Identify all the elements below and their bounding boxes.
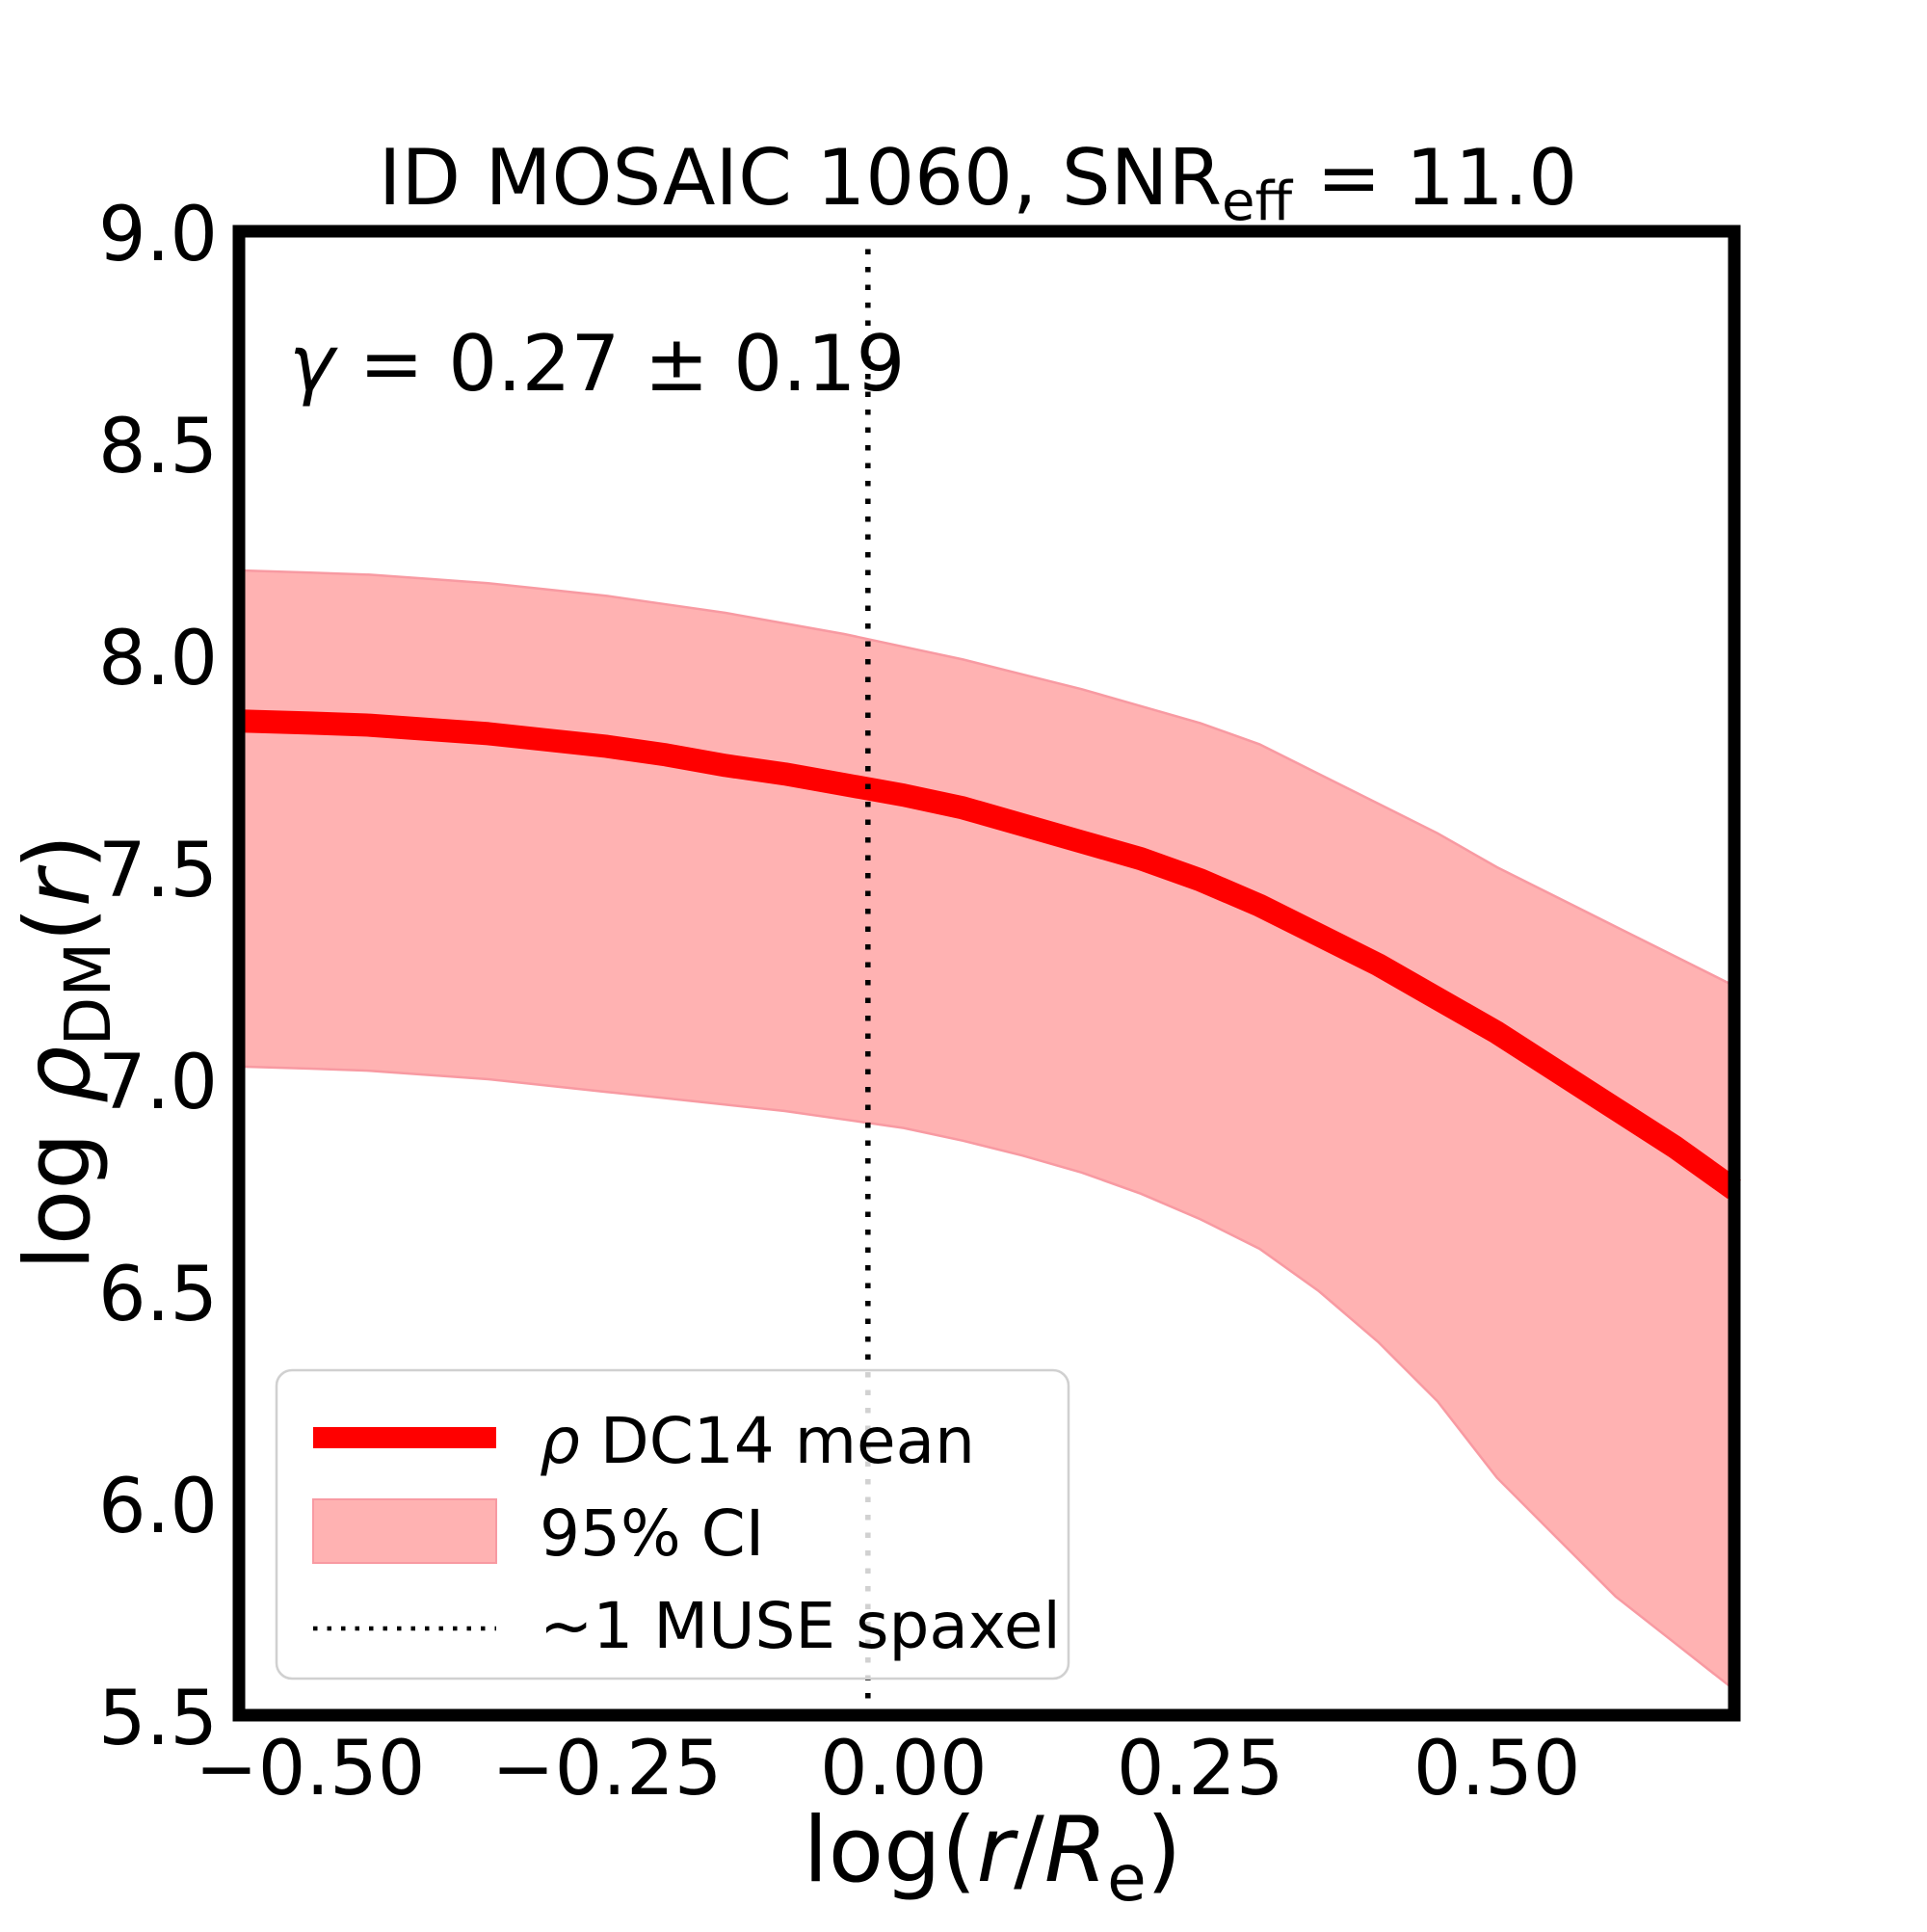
y-tick-label: 8.5 [98, 404, 218, 490]
y-tick-label: 7.0 [98, 1040, 218, 1126]
plot-frame [232, 225, 1741, 1722]
y-tick-label: 6.0 [98, 1464, 218, 1550]
legend: ρ DC14 mean 95% CI ~1 MUSE spaxel [275, 1368, 1070, 1681]
legend-label-mean: ρ DC14 mean [540, 1404, 975, 1478]
legend-label-spaxel: ~1 MUSE spaxel [540, 1589, 1061, 1663]
x-tick-label: 0.25 [1117, 1726, 1284, 1813]
x-tick-label: 0.00 [820, 1726, 988, 1813]
chart-title: ID MOSAIC 1060, SNReff = 11.0 [379, 133, 1577, 233]
x-axis-label: log(r/Re) [804, 1798, 1182, 1916]
gamma-annotation: γ = 0.27 ± 0.19 [289, 319, 905, 409]
legend-swatch-ci-patch [312, 1498, 497, 1564]
y-axis-label: log ρDM(r) [6, 834, 125, 1271]
x-tick-label: 0.50 [1413, 1726, 1581, 1813]
y-tick-label: 8.0 [98, 616, 218, 702]
y-tick-label: 6.5 [98, 1252, 218, 1338]
tick-labels: −0.50 −0.25 0.00 0.25 0.50 9.0 8.5 8.0 7.5 7.0 6.5… [98, 192, 1581, 1813]
legend-label-ci: 95% CI [540, 1496, 764, 1571]
y-tick-label: 7.5 [98, 828, 218, 914]
y-tick-label: 5.5 [98, 1676, 218, 1762]
y-tick-label: 9.0 [98, 192, 218, 278]
x-tick-label: −0.50 [195, 1726, 425, 1813]
mean-line [238, 709, 1741, 1200]
x-tick-label: −0.25 [491, 1726, 722, 1813]
